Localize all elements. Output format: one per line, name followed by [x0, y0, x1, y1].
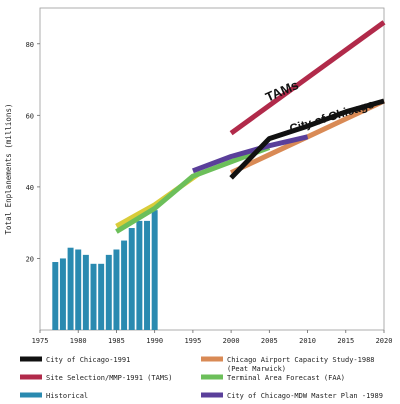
- historical-bar: [67, 247, 74, 330]
- historical-bar: [113, 249, 120, 330]
- legend-terminal-area-forecast-label: Terminal Area Forecast (FAA): [227, 374, 345, 382]
- series-line-terminal-area-forecast-faa: [115, 145, 271, 234]
- historical-bar: [59, 258, 66, 330]
- forecast-lines: [115, 20, 386, 234]
- historical-bar: [144, 220, 151, 330]
- plot-frame: [39, 7, 385, 331]
- legend-city-of-chicago-mdw-label: City of Chicago-MDW Master Plan -1989: [227, 392, 383, 400]
- legend-chicago-airport-capacity-study-label-line2: (Peat Marwick): [227, 365, 286, 373]
- y-axis-label: Total Enplanements (millions): [4, 104, 13, 235]
- historical-bar: [128, 228, 135, 330]
- x-tick-label: 2010: [299, 337, 316, 345]
- series-line-city-of-chicago-1991: [229, 98, 385, 180]
- historical-bar: [98, 263, 105, 330]
- axes: 1975 1980 1985 1990 1995 2000 2005 2010 2015 2020…: [4, 7, 393, 345]
- y-tick-label: 20: [26, 255, 34, 263]
- x-tick-label: 1975: [32, 337, 49, 345]
- legend: City of Chicago-1991 Chicago Airport Capa…: [20, 356, 383, 400]
- historical-bar: [75, 249, 82, 330]
- x-tick-label: 2000: [223, 337, 240, 345]
- x-tick-label: 2020: [376, 337, 393, 345]
- legend-city-of-chicago-1991-label: City of Chicago-1991: [46, 356, 130, 364]
- historical-bars: [52, 210, 158, 330]
- series-line-city-of-chicago-mdw-master-plan-1989: [192, 134, 309, 174]
- x-tick-label: 1990: [146, 337, 163, 345]
- historical-bar: [136, 220, 143, 330]
- x-tick-label: 1980: [70, 337, 87, 345]
- x-tick-label: 2005: [261, 337, 278, 345]
- x-tick-label: 1985: [108, 337, 125, 345]
- legend-chicago-airport-capacity-study-label: Chicago Airport Capacity Study-1988: [227, 356, 375, 364]
- legend-historical-label: Historical: [46, 392, 88, 400]
- legend-site-selection-tams-label: Site Selection/MMP-1991 (TAMS): [46, 374, 172, 382]
- series-line-site-selection-mmp-1991-tams: [229, 20, 386, 136]
- historical-bar: [90, 263, 97, 330]
- y-tick-label: 80: [26, 41, 34, 49]
- x-tick-label: 1995: [184, 337, 201, 345]
- y-tick-label: 60: [26, 112, 34, 120]
- historical-bar: [52, 262, 59, 330]
- historical-bar: [121, 240, 128, 330]
- y-tick-label: 40: [26, 184, 34, 192]
- historical-bar: [82, 254, 89, 330]
- historical-bar: [151, 210, 158, 330]
- historical-bar: [105, 254, 112, 330]
- x-tick-label: 2015: [337, 337, 354, 345]
